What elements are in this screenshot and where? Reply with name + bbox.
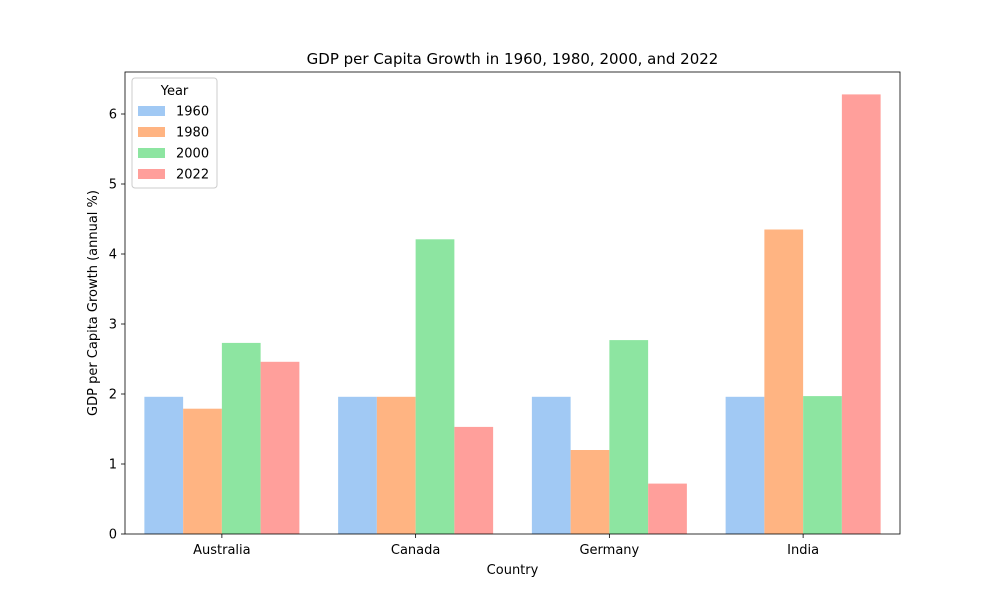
chart-title: GDP per Capita Growth in 1960, 1980, 200… <box>307 50 719 68</box>
axes-layer: 0 1 2 3 4 5 6 Australia Canada Germany India <box>109 71 901 558</box>
y-tick-label: 4 <box>109 248 117 263</box>
bar-canada-2022 <box>454 426 494 534</box>
bar-australia-2022 <box>260 361 300 534</box>
bar-canada-1960 <box>338 396 377 534</box>
bar-australia-1960 <box>144 396 184 534</box>
bar-germany-1980 <box>570 450 610 534</box>
bar-canada-2000 <box>415 239 455 535</box>
y-tick-label: 0 <box>109 528 117 543</box>
x-tick-label-india: India <box>787 543 819 558</box>
legend-title: Year <box>160 84 189 99</box>
legend-label-2022: 2022 <box>176 168 209 183</box>
bar-germany-2022 <box>648 483 687 534</box>
bar-india-2000 <box>803 396 842 534</box>
y-axis-label: GDP per Capita Growth (annual %) <box>86 190 101 416</box>
y-tick-label: 1 <box>109 458 117 473</box>
bar-australia-1980 <box>183 408 222 534</box>
y-tick-label: 6 <box>109 108 117 123</box>
bar-germany-1960 <box>531 396 571 534</box>
x-axis-label: Country <box>487 563 539 578</box>
bars-layer <box>144 94 881 535</box>
legend-swatch-2022 <box>138 169 165 179</box>
x-tick-label-australia: Australia <box>193 543 251 558</box>
bar-india-1960 <box>725 396 765 534</box>
legend: Year 1960 1980 2000 2022 <box>131 77 218 189</box>
legend-label-1980: 1980 <box>176 126 209 141</box>
x-tick-label-canada: Canada <box>391 543 440 558</box>
legend-box <box>131 77 218 189</box>
bar-germany-2000 <box>609 340 649 534</box>
plot-frame <box>124 71 901 535</box>
y-tick-label: 3 <box>109 318 117 333</box>
bar-india-2022 <box>841 94 881 535</box>
legend-swatch-2000 <box>138 148 165 158</box>
bar-canada-1980 <box>376 396 416 534</box>
bar-india-1980 <box>764 229 804 534</box>
x-tick-label-germany: Germany <box>579 543 639 558</box>
bar-australia-2000 <box>221 342 261 534</box>
legend-swatch-1980 <box>138 127 165 137</box>
legend-label-2000: 2000 <box>176 147 209 162</box>
legend-swatch-1960 <box>138 106 165 116</box>
legend-label-1960: 1960 <box>176 105 209 120</box>
y-tick-label: 2 <box>109 388 117 403</box>
y-tick-label: 5 <box>109 178 117 193</box>
